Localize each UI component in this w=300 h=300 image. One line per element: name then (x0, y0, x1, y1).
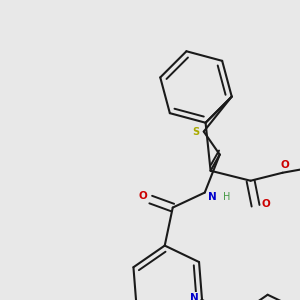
Text: N: N (190, 293, 198, 300)
Text: N: N (208, 192, 217, 202)
Text: O: O (280, 160, 289, 170)
Text: H: H (223, 192, 230, 202)
Text: O: O (138, 190, 147, 201)
Text: S: S (192, 127, 199, 136)
Text: O: O (261, 199, 270, 209)
